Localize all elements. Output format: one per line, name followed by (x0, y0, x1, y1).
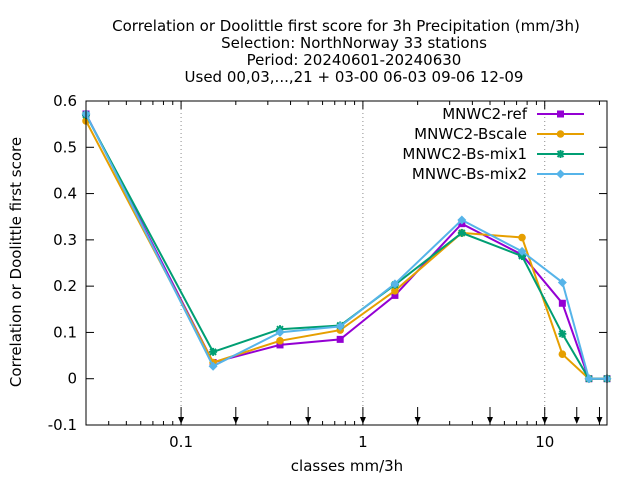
series-line-mnwc-bs-mix2 (85, 113, 607, 380)
legend-label-mnwc2-ref: MNWC2-ref (442, 105, 527, 123)
data-point-mnwc2-ref (276, 341, 284, 349)
data-point-mnwc-bs-mix2 (208, 361, 218, 371)
plot-frame (85, 100, 608, 426)
title-line-3: Period: 20240601-20240630 (247, 51, 462, 69)
y-tick-label: 0.2 (53, 277, 77, 295)
y-tick-label: 0.4 (53, 185, 77, 203)
threshold-arrow (414, 407, 421, 424)
data-point-mnwc-bs-mix2 (335, 321, 345, 331)
data-point-mnwc-bs-mix2 (390, 279, 400, 289)
data-point-mnwc-bs-mix2 (584, 374, 594, 384)
data-point-mnwc-bs-mix2 (557, 277, 567, 287)
title-line-2: Selection: NorthNorway 33 stations (221, 34, 487, 52)
data-point-mnwc2-bs-mix1 (558, 329, 567, 338)
series-line-mnwc2-bscale (85, 120, 607, 380)
title-line-1: Correlation or Doolittle first score for… (112, 17, 580, 35)
legend-label-mnwc2-bscale: MNWC2-Bscale (414, 125, 527, 143)
data-point-mnwc2-bscale (518, 233, 526, 242)
series-line-mnwc2-ref (85, 113, 607, 380)
data-point-mnwc2-bscale (391, 286, 399, 295)
y-tick-label: 0.3 (53, 231, 77, 249)
x-tick-label: 0.1 (169, 433, 193, 451)
data-point-mnwc-bs-mix2 (457, 215, 467, 225)
y-tick-label: 0.1 (53, 323, 77, 341)
threshold-arrow (305, 407, 312, 424)
legend-entry-mnwc2-bs-mix1: MNWC2-Bs-mix1 (402, 145, 584, 163)
legend-marker-mnwc2-bs-mix1 (556, 150, 565, 158)
legend-label-mnwc2-bs-mix1: MNWC2-Bs-mix1 (402, 145, 527, 163)
legend-label-mnwc-bs-mix2: MNWC-Bs-mix2 (412, 165, 527, 183)
data-point-mnwc2-bscale (276, 336, 284, 345)
threshold-arrow (359, 407, 366, 424)
threshold-arrow (232, 407, 239, 424)
data-point-mnwc-bs-mix2 (275, 327, 285, 337)
series-line-mnwc2-bs-mix1 (85, 114, 607, 380)
legend-entry-mnwc2-ref: MNWC2-ref (442, 105, 584, 123)
y-tick-label: -0.1 (48, 416, 77, 434)
legend-marker-mnwc-bs-mix2 (556, 169, 565, 179)
y-tick-label: 0 (67, 370, 77, 388)
legend-marker-mnwc2-bscale (556, 130, 565, 138)
legend: MNWC2-ref MNWC2-Bscale MNWC2-Bs-mix1 MNWC-B… (402, 105, 584, 183)
legend-entry-mnwc-bs-mix2: MNWC-Bs-mix2 (412, 165, 584, 183)
y-tick-label: 0.6 (53, 92, 77, 110)
threshold-arrow (573, 407, 580, 424)
chart-title: Correlation or Doolittle first score for… (112, 17, 580, 86)
threshold-arrow (487, 407, 494, 424)
plot-area (81, 109, 612, 384)
threshold-arrows (178, 407, 603, 424)
x-tick-label: 10 (535, 433, 554, 451)
threshold-arrow (541, 407, 548, 424)
x-axis-label: classes mm/3h (291, 457, 403, 475)
y-axis-ticks: -0.1 0 0.1 0.2 0.3 0.4 0.5 0.6 (48, 92, 607, 434)
data-point-mnwc2-bscale (558, 350, 567, 358)
x-tick-label: 1 (358, 433, 368, 451)
data-point-mnwc2-bs-mix1 (209, 347, 218, 356)
data-point-mnwc-bs-mix2 (517, 246, 527, 256)
data-point-mnwc2-ref (391, 291, 399, 299)
legend-marker-mnwc2-ref (557, 110, 564, 118)
data-point-mnwc2-ref (336, 335, 344, 343)
threshold-arrow (178, 407, 185, 424)
threshold-arrow (596, 407, 603, 424)
legend-entry-mnwc2-bscale: MNWC2-Bscale (414, 125, 584, 143)
y-axis-label: Correlation or Doolittle first score (7, 137, 25, 387)
data-point-mnwc2-bs-mix1 (457, 228, 466, 237)
y-tick-label: 0.5 (53, 138, 77, 156)
title-line-4: Used 00,03,...,21 + 03-00 06-03 09-06 12… (185, 68, 524, 86)
data-point-mnwc2-ref (558, 299, 566, 307)
